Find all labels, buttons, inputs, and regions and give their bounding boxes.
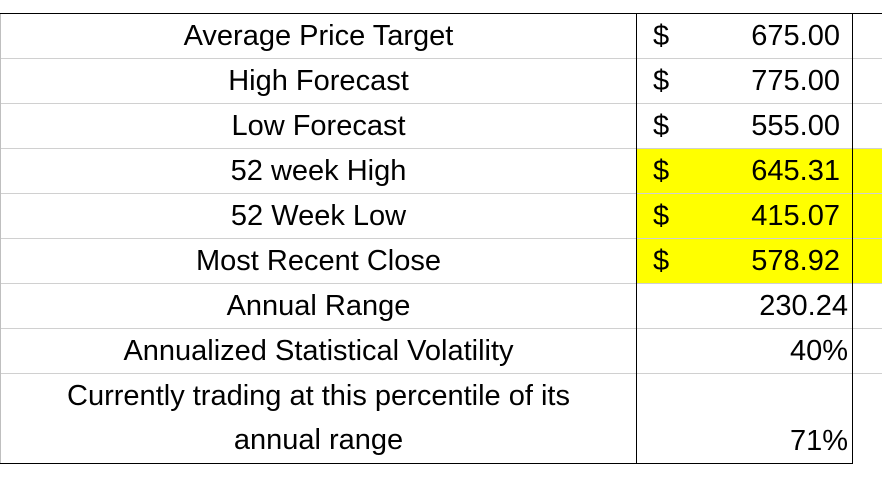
table-row: Annualized Statistical Volatility 40% xyxy=(0,328,882,374)
cell-empty[interactable] xyxy=(852,373,882,464)
cell-value-annualized-volatility[interactable]: 40% xyxy=(636,328,853,374)
table-row: Annual Range 230.24 xyxy=(0,283,882,329)
table-row: Low Forecast $ 555.00 xyxy=(0,103,882,149)
cell-value-most-recent-close[interactable]: 578.92 xyxy=(696,238,853,284)
cell-highlight-fill[interactable] xyxy=(852,193,882,239)
cell-currency[interactable]: $ xyxy=(636,58,697,104)
cell-label-high-forecast[interactable]: High Forecast xyxy=(0,58,637,104)
cell-highlight-fill[interactable] xyxy=(852,148,882,194)
table-row: Most Recent Close $ 578.92 xyxy=(0,238,882,284)
cell-value-52-week-high[interactable]: 645.31 xyxy=(696,148,853,194)
cell-value-percentile[interactable]: 71% xyxy=(636,373,853,464)
cell-currency[interactable]: $ xyxy=(636,103,697,149)
cell-label-percentile-line1: Currently trading at this percentile of … xyxy=(67,380,570,412)
cell-label-annual-range[interactable]: Annual Range xyxy=(0,283,637,329)
table-row: Currently trading at this percentile of … xyxy=(0,373,882,464)
cell-value-high-forecast[interactable]: 775.00 xyxy=(696,58,853,104)
cell-empty[interactable] xyxy=(852,283,882,329)
cell-value-average-price-target[interactable]: 675.00 xyxy=(696,13,853,59)
cell-empty[interactable] xyxy=(852,328,882,374)
cell-label-low-forecast[interactable]: Low Forecast xyxy=(0,103,637,149)
cell-value-low-forecast[interactable]: 555.00 xyxy=(696,103,853,149)
cell-currency[interactable]: $ xyxy=(636,238,697,284)
cell-currency[interactable]: $ xyxy=(636,148,697,194)
price-target-table: Average Price Target $ 675.00 High Forec… xyxy=(0,13,882,464)
cell-currency[interactable]: $ xyxy=(636,193,697,239)
table-row: High Forecast $ 775.00 xyxy=(0,58,882,104)
table-row: 52 Week Low $ 415.07 xyxy=(0,193,882,239)
table-row: 52 week High $ 645.31 xyxy=(0,148,882,194)
cell-empty[interactable] xyxy=(852,58,882,104)
cell-label-annualized-volatility[interactable]: Annualized Statistical Volatility xyxy=(0,328,637,374)
table-row: Average Price Target $ 675.00 xyxy=(0,13,882,59)
cell-value-annual-range[interactable]: 230.24 xyxy=(636,283,853,329)
cell-label-percentile-line2: annual range xyxy=(233,424,404,456)
cell-value-52-week-low[interactable]: 415.07 xyxy=(696,193,853,239)
cell-label-percentile[interactable]: Currently trading at this percentile of … xyxy=(0,373,637,464)
cell-label-average-price-target[interactable]: Average Price Target xyxy=(0,13,637,59)
cell-label-most-recent-close[interactable]: Most Recent Close xyxy=(0,238,637,284)
cell-label-52-week-low[interactable]: 52 Week Low xyxy=(0,193,637,239)
cell-highlight-fill[interactable] xyxy=(852,238,882,284)
cell-currency[interactable]: $ xyxy=(636,13,697,59)
cell-empty[interactable] xyxy=(852,13,882,59)
cell-label-52-week-high[interactable]: 52 week High xyxy=(0,148,637,194)
cell-empty[interactable] xyxy=(852,103,882,149)
